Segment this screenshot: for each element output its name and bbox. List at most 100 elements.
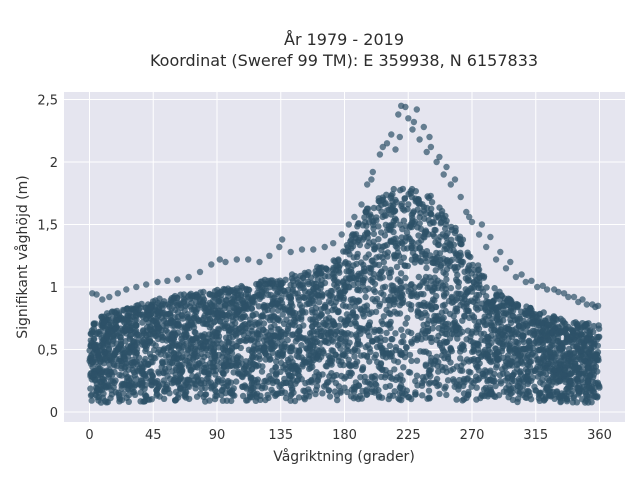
scatter-point (439, 352, 446, 359)
scatter-point (142, 347, 149, 355)
scatter-point (553, 330, 560, 337)
scatter-point (595, 322, 602, 329)
scatter-point (356, 241, 364, 249)
scatter-point (473, 291, 480, 299)
x-tick-label: 360 (587, 428, 612, 443)
y-tick-label: 2,5 (37, 94, 58, 109)
scatter-point (240, 306, 247, 314)
scatter-point (233, 256, 240, 263)
scatter-point (111, 350, 119, 357)
scatter-point (409, 217, 416, 224)
scatter-point (357, 305, 364, 313)
scatter-point (356, 272, 363, 279)
scatter-point (346, 275, 353, 282)
scatter-point (375, 195, 382, 202)
scatter-point (330, 257, 337, 264)
scatter-point (133, 283, 140, 291)
scatter-point (503, 341, 511, 348)
scatter-point (465, 307, 472, 315)
scatter-point (93, 291, 100, 298)
scatter-point (281, 375, 288, 383)
scatter-point (222, 301, 229, 309)
scatter-point (399, 185, 407, 193)
scatter-point (391, 366, 398, 373)
scatter-point (252, 319, 259, 326)
scatter-point (543, 286, 551, 293)
scatter-point (440, 269, 447, 276)
scatter-point (174, 276, 181, 283)
scatter-point (160, 298, 168, 305)
scatter-point (310, 349, 318, 356)
scatter-point (201, 369, 208, 376)
scatter-point (435, 241, 443, 249)
scatter-point (271, 332, 279, 340)
scatter-point (266, 372, 273, 380)
scatter-point (501, 363, 508, 370)
scatter-point (462, 291, 469, 298)
scatter-point (437, 264, 444, 271)
scatter-point (131, 329, 138, 337)
scatter-point (214, 357, 221, 364)
scatter-point (587, 327, 594, 334)
scatter-point (382, 221, 389, 228)
scatter-point (292, 315, 299, 322)
scatter-point (431, 274, 438, 281)
scatter-point (410, 118, 418, 126)
scatter-point (446, 262, 454, 270)
scatter-point (483, 284, 490, 291)
scatter-point (255, 284, 262, 291)
scatter-point (487, 367, 494, 374)
scatter-point (205, 331, 213, 338)
scatter-point (322, 301, 329, 309)
scatter-point (95, 365, 103, 373)
scatter-point (366, 358, 373, 365)
scatter-point (175, 355, 183, 362)
scatter-point (436, 390, 443, 397)
scatter-point (284, 368, 291, 375)
scatter-point (415, 232, 422, 239)
scatter-point (414, 309, 421, 316)
scatter-point (425, 328, 432, 335)
scatter-point (382, 371, 390, 378)
scatter-point (210, 350, 217, 357)
scatter-point (388, 287, 395, 294)
scatter-point (193, 381, 200, 388)
scatter-point (273, 290, 280, 298)
scatter-point (290, 389, 297, 396)
scatter-point (501, 328, 508, 335)
scatter-point (106, 383, 113, 390)
scatter-point (299, 293, 306, 301)
scatter-point (401, 262, 408, 269)
scatter-point (205, 308, 212, 315)
scatter-point (169, 298, 176, 305)
scatter-point (405, 234, 412, 241)
scatter-point (199, 299, 207, 307)
scatter-point (105, 312, 112, 320)
scatter-point (256, 258, 263, 266)
scatter-point (364, 328, 371, 336)
scatter-point (379, 346, 386, 354)
scatter-point (565, 365, 572, 372)
scatter-point (466, 213, 473, 221)
x-tick-labels: 0 45 90 135 180 225 270 315 360 (85, 428, 612, 443)
scatter-point (261, 344, 268, 351)
scatter-point (596, 333, 603, 340)
scatter-point (216, 297, 223, 305)
scatter-point (114, 290, 122, 297)
scatter-point (286, 307, 293, 314)
scatter-point (561, 376, 569, 383)
scatter-point (95, 384, 102, 391)
scatter-point (137, 360, 144, 368)
scatter-point (211, 292, 219, 299)
scatter-point (543, 353, 550, 360)
scatter-point (522, 307, 529, 315)
scatter-point (356, 327, 363, 335)
scatter-point (203, 375, 210, 382)
scatter-point (544, 365, 551, 372)
scatter-point (524, 387, 532, 395)
scatter-point (146, 312, 153, 320)
scatter-point (187, 345, 194, 352)
scatter-point (299, 309, 306, 316)
scatter-point (279, 311, 286, 318)
scatter-point (308, 306, 316, 314)
